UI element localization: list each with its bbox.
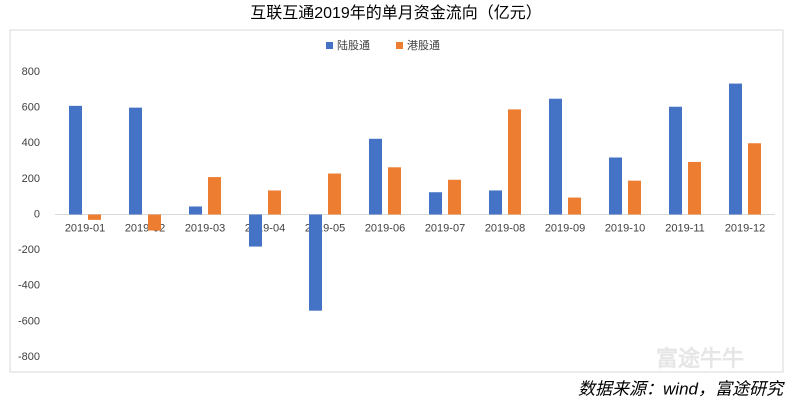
bar xyxy=(429,192,442,215)
x-tick-label: 2019-11 xyxy=(665,222,705,234)
y-tick-label: 0 xyxy=(34,208,40,220)
watermark: 富途牛牛 xyxy=(656,346,744,371)
bar xyxy=(268,190,281,215)
bar xyxy=(388,167,401,215)
legend-swatch xyxy=(326,42,333,49)
legend-swatch xyxy=(396,42,403,49)
bar xyxy=(148,214,161,231)
x-tick-label: 2019-06 xyxy=(365,222,405,234)
bar xyxy=(369,138,382,215)
bar xyxy=(489,190,502,215)
x-tick-label: 2019-08 xyxy=(485,222,525,234)
bar xyxy=(549,98,562,215)
y-tick-label: 400 xyxy=(22,137,40,149)
x-tick-label: 2019-01 xyxy=(65,222,105,234)
bar xyxy=(328,173,341,215)
bar xyxy=(88,214,101,220)
bar xyxy=(189,206,202,215)
legend-label: 港股通 xyxy=(407,39,440,52)
bar xyxy=(309,214,322,311)
x-tick-label: 2019-10 xyxy=(605,222,645,234)
y-tick-label: -200 xyxy=(18,244,40,256)
x-tick-label: 2019-07 xyxy=(425,222,465,234)
bar xyxy=(669,106,682,215)
bar xyxy=(628,180,641,215)
bar xyxy=(249,214,262,247)
bar xyxy=(508,109,521,215)
y-tick-label: -400 xyxy=(18,280,40,292)
x-tick-label: 2019-12 xyxy=(725,222,765,234)
bar xyxy=(69,105,82,215)
bar xyxy=(609,157,622,215)
bar xyxy=(729,83,742,215)
bar xyxy=(129,107,142,215)
y-tick-label: 600 xyxy=(22,102,40,114)
bar xyxy=(688,161,701,215)
chart-frame xyxy=(9,29,784,373)
y-tick-label: 200 xyxy=(22,173,40,185)
bar xyxy=(748,143,761,215)
chart-title: 互联互通2019年的单月资金流向（亿元） xyxy=(250,4,542,22)
x-tick-label: 2019-09 xyxy=(545,222,585,234)
bar xyxy=(448,179,461,215)
y-tick-label: 800 xyxy=(22,66,40,78)
bar xyxy=(208,177,221,215)
source-note: 数据来源：wind，富途研究 xyxy=(578,379,785,398)
y-tick-label: -600 xyxy=(18,315,40,327)
legend-label: 陆股通 xyxy=(337,38,370,52)
x-tick-label: 2019-03 xyxy=(185,222,225,234)
bar xyxy=(568,197,581,215)
y-tick-label: -800 xyxy=(18,351,40,363)
